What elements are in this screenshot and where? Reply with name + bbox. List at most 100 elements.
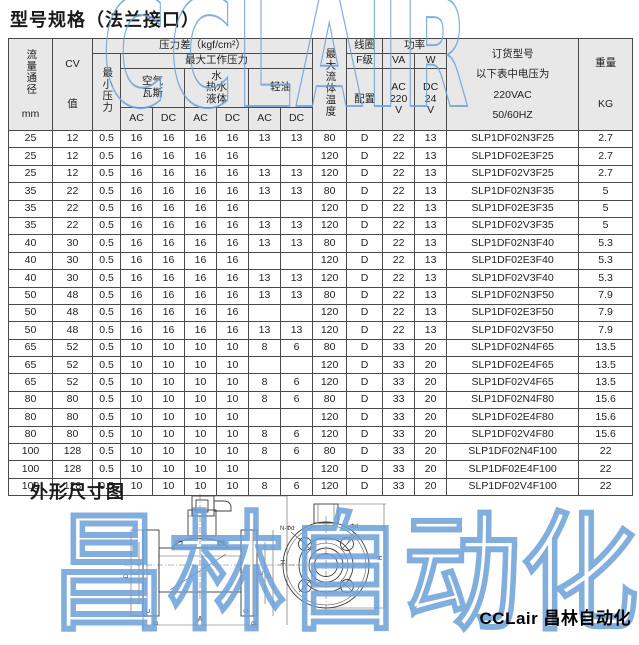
dc-volt-unit: V bbox=[427, 104, 435, 117]
cell: 16 bbox=[120, 216, 153, 236]
col-header-coil-config: 配置 bbox=[346, 68, 384, 131]
cell: SLP1DF02E3F25 bbox=[446, 147, 580, 166]
cell: 10 bbox=[152, 356, 185, 375]
cell: 10 bbox=[120, 373, 153, 392]
cell: 0.5 bbox=[92, 286, 121, 305]
cell: 22 bbox=[52, 216, 93, 236]
table-row: 50 48 0.5 16 16 16 16 13 13 120 D 22 13 SLP1DF02V3F50… bbox=[8, 321, 634, 340]
col-header-weight: 重量 KG bbox=[578, 38, 634, 131]
cell: 33 bbox=[382, 408, 416, 427]
cell: 16 bbox=[184, 234, 217, 253]
cell: SLP1DF02E4F65 bbox=[446, 356, 580, 375]
cell: SLP1DF02V3F40 bbox=[446, 269, 580, 288]
cell: 33 bbox=[382, 477, 416, 497]
col-header-power-va: VA bbox=[382, 53, 416, 69]
cell: 16 bbox=[152, 234, 185, 253]
cell: 100 bbox=[8, 460, 53, 479]
cell: 16 bbox=[152, 147, 185, 166]
cell: 22 bbox=[52, 182, 93, 201]
cell: 13 bbox=[414, 286, 448, 305]
cell: SLP1DF02V3F35 bbox=[446, 216, 580, 236]
cell: 16 bbox=[216, 182, 249, 201]
cell: 13 bbox=[414, 251, 448, 271]
cell: 16 bbox=[120, 164, 153, 184]
cell: 10 bbox=[184, 356, 217, 375]
cell: 0.5 bbox=[92, 251, 121, 271]
col-header-max-fluid-temp: 最大流体温度 bbox=[312, 38, 348, 131]
cell: 30 bbox=[52, 251, 93, 271]
cell bbox=[279, 147, 314, 166]
table-row: 80 80 0.5 10 10 10 10 8 6 80 D 33 20 SLP1DF02N4F80 15.… bbox=[8, 390, 634, 410]
dc-line: DC bbox=[423, 81, 439, 94]
cell: 16 bbox=[184, 164, 217, 184]
page-title: 型号规格（法兰接口） bbox=[10, 10, 200, 30]
cell: 52 bbox=[52, 373, 93, 392]
cell: 16 bbox=[152, 303, 185, 323]
cell: 16 bbox=[216, 199, 249, 218]
cell: 50 bbox=[8, 321, 53, 340]
cell: 22 bbox=[578, 460, 634, 479]
cell: SLP1DF02V3F50 bbox=[446, 321, 580, 340]
cell: 80 bbox=[8, 390, 53, 410]
table-row: 65 52 0.5 10 10 10 10 8 6 120 D 33 20 SLP1DF02V4F65 13… bbox=[8, 373, 634, 392]
group-header-air-gas: 空气 瓦斯 bbox=[120, 68, 185, 108]
cell: 2.7 bbox=[578, 129, 634, 149]
cell: 16 bbox=[152, 129, 185, 149]
cv-label: CV bbox=[65, 57, 80, 70]
brand-text: CCLair 昌林自动化 bbox=[479, 609, 631, 628]
label-hole-diameter: Φd bbox=[350, 524, 358, 530]
col-header-ac220v: AC 220 V bbox=[382, 68, 416, 131]
table-row: 40 30 0.5 16 16 16 16 13 13 80 D 22 13 SLP1DF02N3F40 5… bbox=[8, 234, 634, 253]
ac-line: AC bbox=[391, 81, 406, 94]
cell: 8 bbox=[248, 425, 281, 445]
cell: 8 bbox=[248, 443, 281, 462]
cell: 35 bbox=[8, 216, 53, 236]
liquid-label: 液体 bbox=[206, 92, 227, 105]
cell: 52 bbox=[52, 338, 93, 358]
cell: D bbox=[346, 216, 384, 236]
cell: 10 bbox=[184, 408, 217, 427]
cell: 128 bbox=[52, 443, 93, 462]
cell: 13 bbox=[279, 286, 314, 305]
cell: 33 bbox=[382, 390, 416, 410]
cell: 6 bbox=[279, 477, 314, 497]
cell: 0.5 bbox=[92, 321, 121, 340]
cell: 16 bbox=[152, 321, 185, 340]
cell: D bbox=[346, 286, 384, 305]
cell: SLP1DF02E4F80 bbox=[446, 408, 580, 427]
cell: 30 bbox=[52, 234, 93, 253]
cell: 16 bbox=[120, 269, 153, 288]
group-header-max-working-pressure: 最大工作压力 bbox=[119, 53, 314, 69]
order-voltage-note: 以下表中电压为 bbox=[475, 68, 550, 81]
cell: SLP1DF02N4F100 bbox=[446, 443, 580, 462]
cell: 0.5 bbox=[92, 234, 121, 253]
ac-volt-unit: V bbox=[395, 104, 403, 117]
cell: 16 bbox=[216, 251, 249, 271]
cell bbox=[248, 251, 281, 271]
cell: 10 bbox=[184, 373, 217, 392]
cell: 13 bbox=[279, 182, 314, 201]
cell bbox=[279, 408, 314, 427]
cell: 80 bbox=[312, 390, 348, 410]
cell: 16 bbox=[216, 164, 249, 184]
hot-water-label: 热水 bbox=[206, 81, 227, 94]
cell: 12 bbox=[52, 129, 93, 149]
cell: D bbox=[346, 234, 384, 253]
cell: 10 bbox=[120, 443, 153, 462]
flow-diameter-label: 流量通径 bbox=[25, 48, 38, 95]
ac-voltage: 220 bbox=[389, 92, 408, 105]
cell: 80 bbox=[8, 425, 53, 445]
cell: 16 bbox=[120, 129, 153, 149]
cell: 16 bbox=[184, 199, 217, 218]
cell: 13 bbox=[279, 164, 314, 184]
cell: 13 bbox=[279, 129, 314, 149]
front-view: N-Φd Φd H bbox=[277, 503, 386, 614]
table-row: 100 128 0.5 10 10 10 10 8 6 80 D 33 20 SLP1DF02N4F100… bbox=[8, 443, 634, 462]
cell: 13 bbox=[414, 303, 448, 323]
cell: 22 bbox=[382, 216, 416, 236]
order-frequency: 50/60HZ bbox=[492, 108, 533, 121]
cell: 120 bbox=[312, 477, 348, 497]
cell: 13.5 bbox=[578, 338, 634, 358]
cell: 16 bbox=[216, 269, 249, 288]
air-label: 空气 bbox=[142, 75, 163, 88]
